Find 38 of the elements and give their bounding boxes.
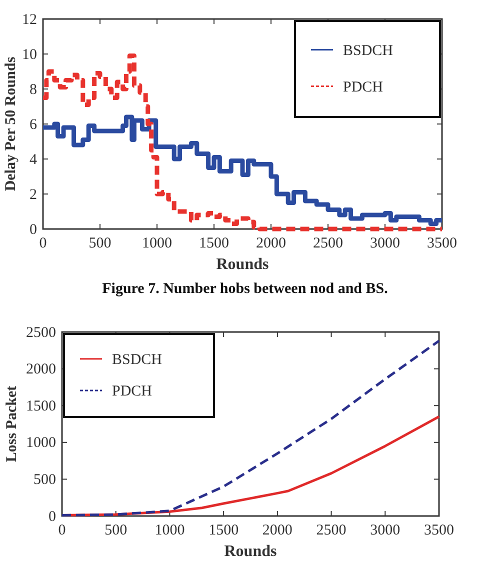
- x-tick-label: 2500: [313, 236, 343, 252]
- legend-label: PDCH: [343, 79, 384, 96]
- x-tick-label: 1000: [142, 236, 172, 252]
- x-tick-label: 0: [58, 522, 66, 539]
- x-tick-label: 1500: [208, 522, 239, 539]
- y-tick-label: 1500: [26, 398, 56, 414]
- x-tick-label: 1500: [199, 236, 229, 252]
- legend-label: BSDCH: [343, 42, 394, 59]
- y-tick-label: 1000: [26, 435, 56, 452]
- x-tick-label: 500: [104, 522, 128, 539]
- x-tick-label: 1000: [154, 522, 185, 539]
- y-tick-label: 0: [30, 222, 37, 238]
- x-tick-label: 3000: [370, 522, 400, 539]
- x-axis-title: Rounds: [216, 256, 269, 273]
- x-tick-label: 3500: [427, 236, 457, 252]
- legend-label: BSDCH: [112, 352, 162, 368]
- x-tick-label: 2000: [262, 522, 292, 539]
- y-tick-label: 0: [48, 508, 56, 525]
- y-tick-label: 2500: [26, 324, 56, 341]
- x-tick-label: 2500: [316, 522, 346, 539]
- y-tick-label: 6: [30, 116, 38, 133]
- y-tick-label: 4: [30, 152, 38, 168]
- y-tick-label: 10: [22, 46, 37, 63]
- caption: Figure 7. Number hobs between nod and BS.: [102, 281, 388, 297]
- y-tick-label: 500: [34, 472, 56, 488]
- y-axis-title: Loss Packet: [4, 386, 20, 462]
- y-tick-label: 12: [22, 12, 37, 28]
- x-tick-label: 3000: [370, 236, 400, 252]
- x-tick-label: 500: [88, 236, 112, 252]
- legend-label: PDCH: [112, 383, 152, 400]
- x-tick-label: 2000: [256, 236, 286, 252]
- y-tick-label: 2: [30, 186, 37, 203]
- line-series: [60, 340, 440, 517]
- x-tick-label: 3500: [424, 522, 454, 539]
- y-tick-label: 2000: [26, 362, 56, 378]
- x-axis-title: Rounds: [224, 543, 277, 560]
- y-tick-label: 8: [30, 82, 37, 98]
- y-axis-title: Delay Per 50 Rounds: [3, 56, 19, 192]
